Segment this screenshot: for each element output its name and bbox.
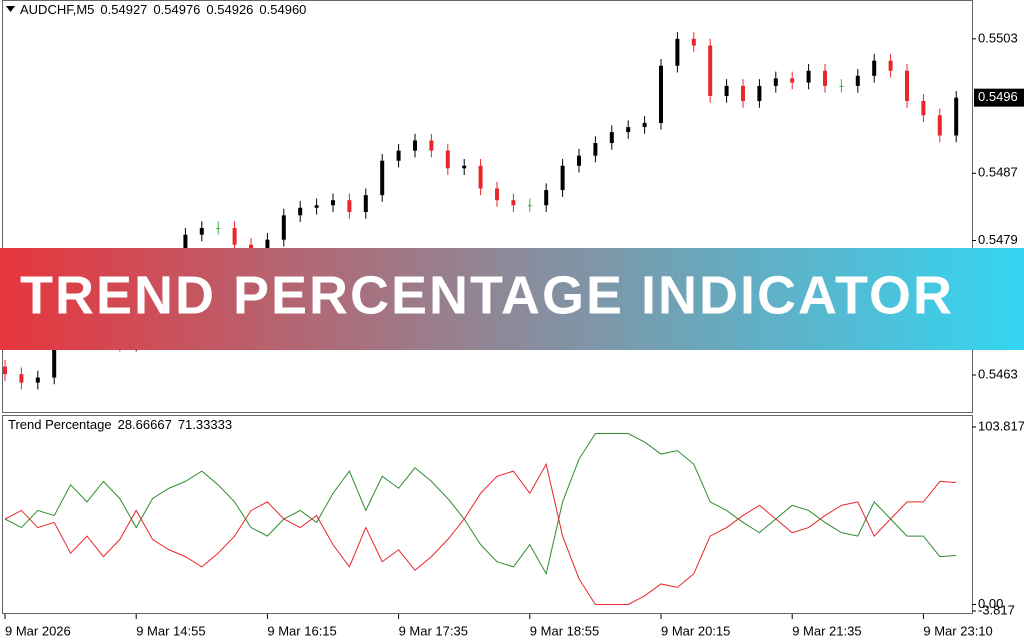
candle-body [806,70,811,83]
x-tick-label: 9 Mar 18:55 [530,623,599,638]
candle-body [19,374,24,383]
candle-body [265,239,270,255]
candle-body [544,190,549,206]
header-value: 0.54960 [259,2,306,17]
panel-title: AUDCHF,M5 [20,2,94,17]
plot-layer: AUDCHF,M5 0.54927 0.54976 0.54926 0.54960 0.5… [3,2,1024,638]
candle-body [52,329,57,378]
candle-body [659,65,663,123]
candle-body [888,60,893,71]
candle-body [232,227,237,245]
x-tick-label: 9 Mar 17:35 [399,623,468,638]
indicator-panel-frame [2,415,973,614]
x-tick-label: 9 Mar 16:15 [267,623,336,638]
banner-title: TREND PERCENTAGE INDICATOR [20,265,954,325]
y-tick-label: 0.5479 [978,232,1018,247]
candle-body [839,85,844,87]
candle-body [872,60,877,76]
candle-body [954,97,959,136]
main-panel-frame [2,0,973,413]
x-tick-label: 9 Mar 23:10 [923,623,992,638]
header-value: 71.33333 [178,417,232,432]
y-tick-label: 103.817 [978,418,1024,433]
candle-body [347,200,352,212]
candle-body [642,122,647,128]
header-value: 28.66667 [118,417,172,432]
candle-body [281,215,286,240]
x-tick-label: 9 Mar 2026 [5,623,71,638]
candle-body [823,70,827,86]
candle-body [495,188,499,201]
candle-body [855,75,860,86]
candle-body [741,85,745,102]
candle-body [757,85,762,102]
y-tick-label: -3.817 [978,602,1015,617]
x-tick-label: 9 Mar 21:35 [792,623,861,638]
candle-body [3,366,7,375]
header-value: 0.54927 [100,2,147,17]
candle-body [905,70,909,102]
candle-body [216,227,221,229]
indicator-line [4,433,957,576]
candle-body [314,205,319,208]
current-price-box [974,88,1024,107]
candle-body [478,165,483,189]
y-tick-label: 0.5487 [978,165,1018,180]
candle-body [560,165,565,191]
candle-body [331,200,335,206]
banner [0,248,1024,350]
candle-body [609,132,614,144]
header-value: 0.54926 [206,2,253,17]
x-tick-label: 9 Mar 20:15 [661,623,730,638]
candle-body [527,205,532,207]
candle-body [790,78,795,83]
x-tick-label: 9 Mar 14:55 [136,623,205,638]
y-tick-label: 0.5503 [978,30,1018,45]
candle-body [511,200,516,206]
candle-body [675,38,680,66]
menu-arrow[interactable] [6,6,15,12]
candle-body [413,140,417,151]
candle-body [921,101,926,116]
candle-body [937,115,942,136]
candle-body [593,143,598,156]
candle-body [199,227,204,235]
candle-body [708,45,713,96]
candle-body [773,78,778,86]
candle-body [380,160,385,196]
candle-body [626,127,631,133]
candle-body [445,150,450,169]
candle-body [577,155,581,166]
y-tick-label: 0.5463 [978,366,1018,381]
candle-body [462,165,467,169]
candle-body [363,195,368,212]
candle-body [429,140,434,151]
candle-body [691,38,696,46]
candle-body [35,377,40,383]
current-price-label: 0.5496 [978,89,1018,104]
header-value: 0.54976 [153,2,200,17]
candle-body [396,150,401,161]
y-tick-label: 0.00 [978,596,1003,611]
panel-title: Trend Percentage [8,417,112,432]
panel-header: Trend Percentage 28.66667 71.33333 [8,417,232,432]
candle-body [724,85,729,96]
panel-header: AUDCHF,M5 0.54927 0.54976 0.54926 0.54960 [20,2,306,17]
indicator-line [4,462,957,605]
candle-body [298,207,303,216]
